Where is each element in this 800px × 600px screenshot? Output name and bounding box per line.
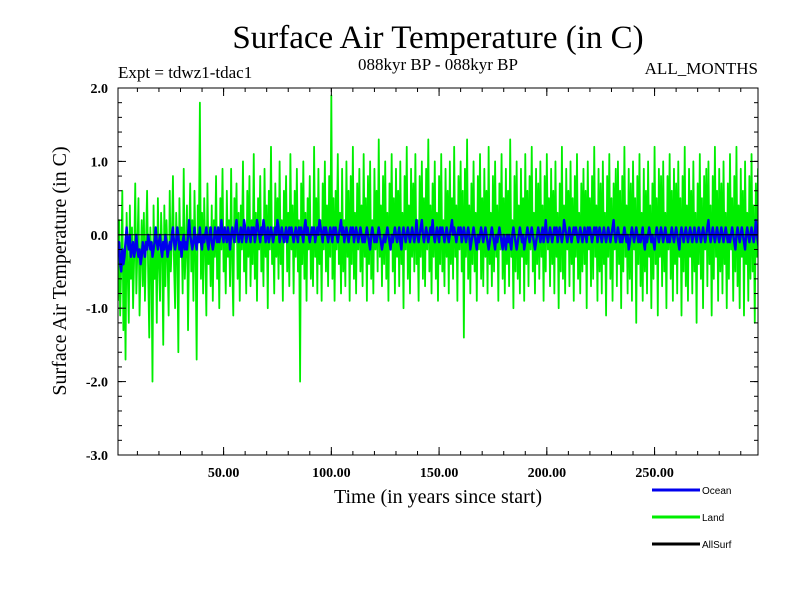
y-axis-label: Surface Air Temperature (in C) — [49, 146, 71, 395]
x-tick-label: 150.00 — [420, 466, 459, 481]
x-tick-label: 200.00 — [528, 466, 567, 481]
legend-label-land: Land — [702, 513, 724, 524]
y-tick-label: -2.0 — [86, 376, 108, 391]
axes-layer: -3.0 -2.0 -1.0 0.0 1.0 2.0 50.00 100.00 150.00 20… — [86, 82, 759, 481]
y-tick-label: -3.0 — [86, 449, 108, 464]
period-label: 088kyr BP - 088kyr BP — [358, 55, 518, 74]
legend: Ocean Land AllSurf — [652, 486, 732, 551]
y-tick-label: -1.0 — [86, 302, 108, 317]
chart-title: Surface Air Temperature (in C) — [232, 20, 643, 56]
series-layer — [118, 94, 758, 383]
legend-label-ocean: Ocean — [702, 486, 731, 497]
plot-frame — [117, 87, 759, 456]
experiment-label: Expt = tdwz1-tdac1 — [118, 63, 252, 82]
y-tick-label: 1.0 — [91, 155, 109, 170]
x-tick-label: 250.00 — [635, 466, 674, 481]
legend-label-allsurf: AllSurf — [702, 540, 732, 551]
months-label: ALL_MONTHS — [645, 59, 758, 78]
x-axis-label: Time (in years since start) — [334, 486, 542, 508]
x-tick-label: 100.00 — [312, 466, 351, 481]
y-tick-label: 0.0 — [91, 229, 109, 244]
y-tick-label: 2.0 — [91, 82, 109, 97]
x-tick-label: 50.00 — [208, 466, 240, 481]
